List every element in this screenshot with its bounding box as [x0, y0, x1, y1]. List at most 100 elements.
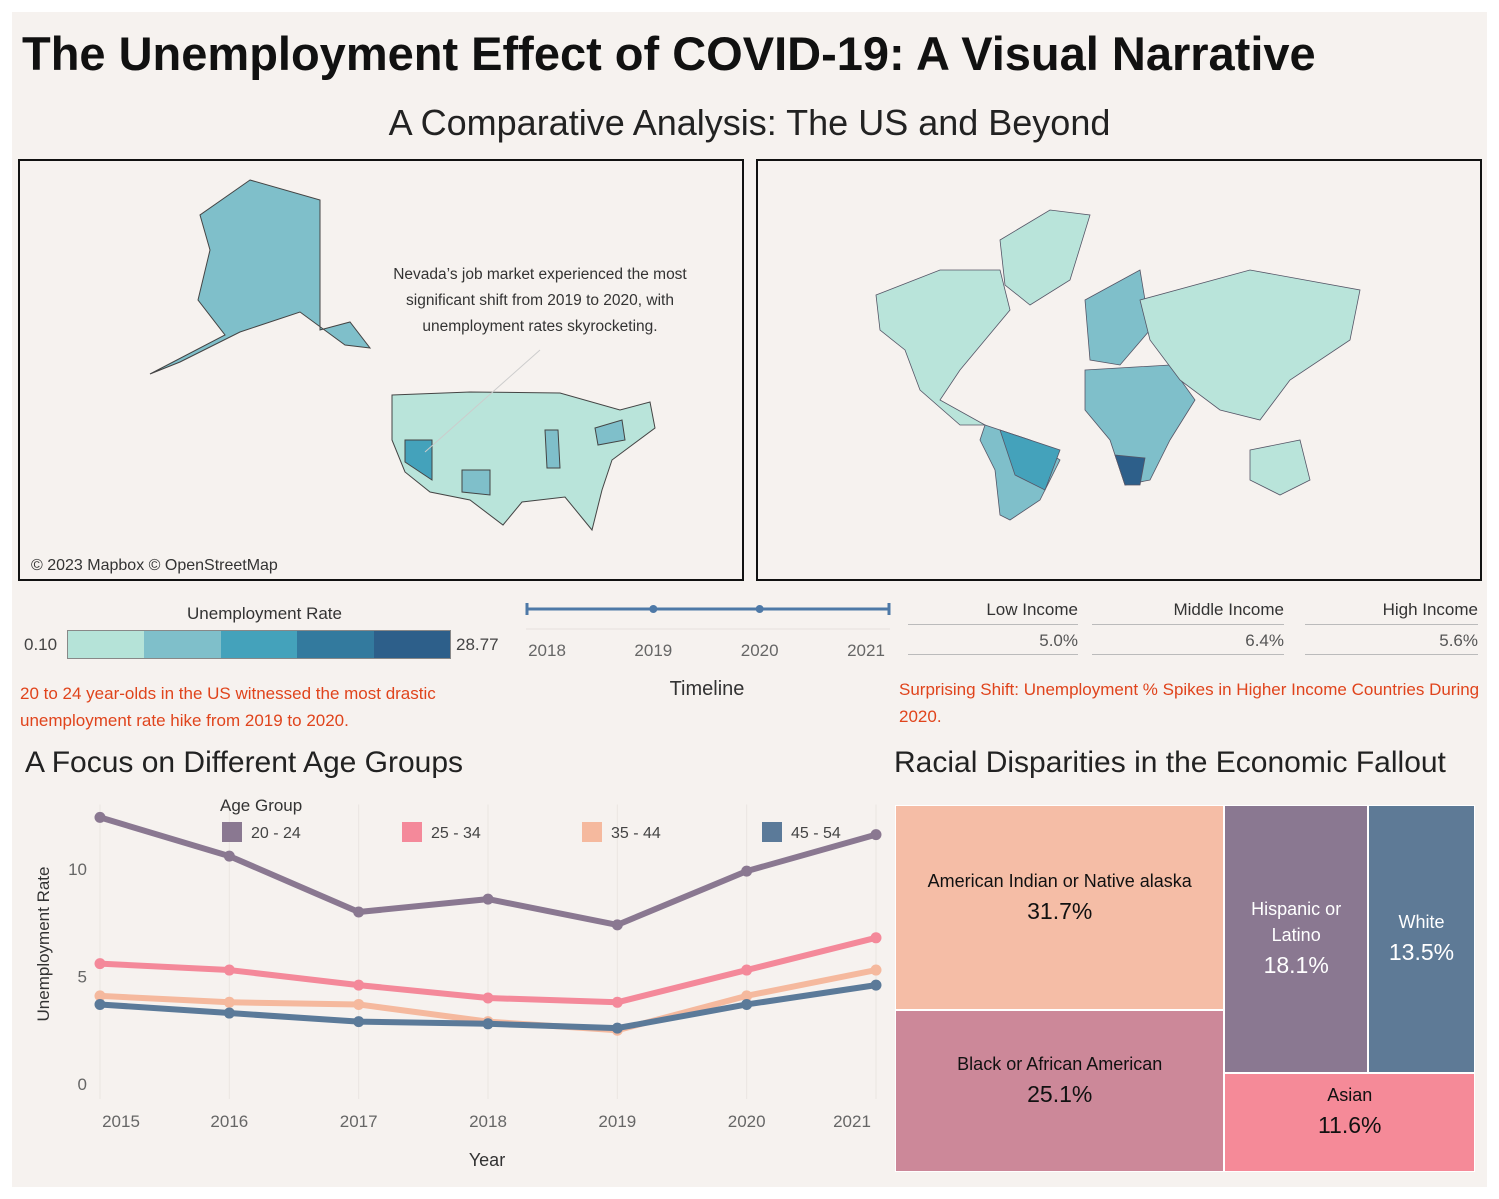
series-point [94, 811, 106, 823]
treemap-cell: Asian 11.6% [1224, 1073, 1475, 1172]
us-states [391, 391, 656, 532]
timeline-tick-label: 2019 [634, 641, 672, 660]
y-axis-label: Unemployment Rate [34, 867, 53, 1022]
legend-swatch [222, 822, 242, 842]
series-point [611, 1022, 623, 1034]
south-africa [1114, 454, 1146, 486]
income-name: High Income [1382, 600, 1478, 619]
legend-swatch [220, 631, 298, 658]
income-baseline [908, 654, 1078, 655]
legend-swatch [373, 631, 451, 658]
legend-title: Age Group [220, 796, 302, 815]
income-baseline [1092, 654, 1284, 655]
series-point [223, 996, 235, 1008]
income-divider [908, 624, 1078, 625]
series-point [94, 990, 106, 1002]
series-point [741, 865, 753, 877]
series-point [223, 850, 235, 862]
north-america [875, 269, 1011, 426]
treemap-value: 31.7% [1027, 898, 1093, 924]
income-baseline [1305, 654, 1478, 655]
legend-label: 45 - 54 [791, 825, 841, 842]
y-tick-label: 0 [78, 1075, 87, 1094]
series-point [741, 990, 753, 1002]
legend-ramp [67, 630, 451, 659]
income-value: 5.6% [1439, 631, 1478, 650]
age-note: 20 to 24 year-olds in the US witnessed t… [20, 684, 436, 730]
legend-max: 28.77 [456, 635, 499, 654]
series-point [223, 964, 235, 976]
map-annotation: Nevada’s job market experienced the most… [393, 266, 687, 335]
annotation-line [424, 349, 541, 453]
series-point [611, 996, 623, 1008]
arizona [461, 469, 491, 496]
treemap-title: Racial Disparities in the Economic Fallo… [894, 746, 1446, 779]
legend-swatch [402, 822, 422, 842]
treemap-cell: Black or African American 25.1% [895, 1009, 1225, 1172]
series-point [611, 919, 623, 931]
series-point [353, 998, 365, 1010]
x-tick-label: 2015 [102, 1112, 140, 1131]
x-tick-label: 2019 [598, 1112, 636, 1131]
treemap-label: Hispanic or Latino [1251, 899, 1342, 946]
legend-title: Unemployment Rate [187, 604, 342, 623]
y-tick-label: 5 [78, 968, 87, 987]
income-name: Low Income [986, 600, 1078, 619]
new-york [594, 419, 626, 446]
treemap-label: Asian [1327, 1085, 1373, 1106]
y-tick-label: 10 [68, 860, 87, 879]
treemap-cell: Hispanic or Latino 18.1% [1224, 805, 1368, 1074]
treemap-value: 18.1% [1263, 952, 1329, 979]
us-map [149, 179, 656, 532]
x-tick-label: 2021 [833, 1112, 871, 1131]
legend-label: 20 - 24 [251, 825, 301, 842]
legend-swatch [762, 822, 782, 842]
legend-label: 25 - 34 [431, 825, 481, 842]
series-point [741, 998, 753, 1010]
income-value: 6.4% [1245, 631, 1284, 650]
treemap-label: White [1398, 912, 1445, 933]
income-value: 5.0% [1039, 631, 1078, 650]
us-map-frame [18, 159, 744, 581]
legend-min: 0.10 [24, 635, 58, 654]
series-point [353, 906, 365, 918]
income-divider [1305, 624, 1478, 625]
line-chart-title: A Focus on Different Age Groups [25, 746, 464, 779]
dashboard-title: The Unemployment Effect of COVID-19: A V… [22, 27, 1316, 80]
x-axis-label: Year [469, 1150, 505, 1170]
series-point [223, 1007, 235, 1019]
legend-swatch [68, 631, 145, 658]
treemap-cell: American Indian or Native alaska 31.7% [895, 805, 1225, 1010]
series-point [353, 979, 365, 991]
treemap-value: 13.5% [1388, 939, 1455, 966]
treemap-label: American Indian or Native alaska [927, 871, 1192, 891]
series-point [353, 1016, 365, 1028]
attribution-bg [24, 552, 292, 576]
greenland [999, 209, 1091, 306]
x-tick-label: 2016 [210, 1112, 248, 1131]
series-point [870, 964, 882, 976]
legend-swatch [297, 631, 374, 658]
series-point [870, 829, 882, 841]
world-map [875, 209, 1361, 521]
series-point [482, 893, 494, 905]
treemap-label: Black or African American [957, 1053, 1163, 1074]
series-point [94, 998, 106, 1010]
timeline-tick-label: 2020 [741, 641, 779, 660]
timeline-title: Timeline [669, 678, 745, 700]
legend-label: 35 - 44 [611, 825, 661, 842]
treemap-value: 25.1% [1027, 1080, 1093, 1107]
series-point [741, 964, 753, 976]
income-name: Middle Income [1173, 600, 1284, 619]
x-tick-label: 2020 [728, 1112, 766, 1131]
series-point [94, 958, 106, 970]
illinois [544, 429, 561, 469]
series-point [482, 992, 494, 1004]
europe [1084, 269, 1151, 366]
series-point [482, 1018, 494, 1030]
series-point [870, 979, 882, 991]
x-tick-label: 2018 [469, 1112, 507, 1131]
treemap-value: 11.6% [1317, 1112, 1382, 1139]
